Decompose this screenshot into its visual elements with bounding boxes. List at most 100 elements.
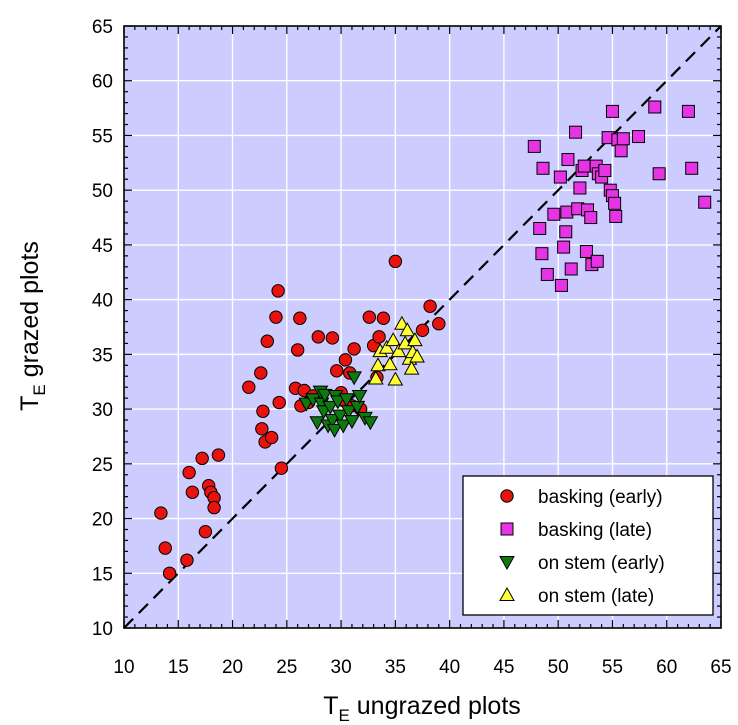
x-tick-label: 30 (331, 657, 352, 678)
point-basking-late (698, 195, 712, 209)
x-axis-title-rest: ungrazed plots (350, 692, 521, 720)
point-basking-early (185, 485, 200, 499)
x-tick-label: 35 (385, 657, 406, 678)
point-basking-early (158, 541, 172, 555)
legend-label-basking-late: basking (late) (538, 520, 652, 541)
point-basking-late (564, 262, 578, 276)
y-axis-title: TE grazed plots (16, 241, 49, 411)
point-basking-early (290, 343, 305, 357)
point-basking-late (577, 159, 591, 173)
y-tick-label: 40 (92, 291, 113, 312)
point-basking-late (579, 244, 593, 258)
point-on-stem-early (346, 371, 362, 386)
point-basking-early (211, 448, 226, 462)
point-basking-late (536, 161, 550, 175)
point-on-stem-late (403, 360, 420, 375)
point-basking-late (609, 209, 623, 223)
point-basking-early (325, 331, 340, 345)
legend-label-basking-early: basking (early) (538, 487, 663, 508)
point-basking-late (681, 104, 695, 118)
legend-marker-on-stem-late (499, 586, 515, 601)
point-basking-early (415, 323, 430, 337)
point-basking-late (559, 225, 573, 239)
point-on-stem-early (324, 414, 341, 429)
point-basking-late (652, 167, 666, 181)
x-tick-label: 45 (493, 657, 514, 678)
series-on-stem-late (367, 315, 425, 386)
point-basking-late (535, 247, 549, 261)
y-axis-title-rest: grazed plots (16, 241, 44, 384)
point-on-stem-early (349, 400, 366, 415)
point-basking-early (423, 299, 437, 313)
x-tick-label: 40 (439, 657, 460, 678)
point-on-stem-late (370, 357, 386, 372)
point-on-stem-late (382, 356, 398, 371)
point-on-stem-early (351, 389, 368, 404)
y-tick-label: 60 (92, 72, 113, 93)
y-tick-label: 45 (92, 236, 113, 257)
point-on-stem-late (409, 348, 425, 363)
point-basking-late (553, 170, 567, 184)
point-basking-early (260, 334, 274, 348)
y-axis-title-subscript: E (30, 384, 49, 395)
legend: basking (early) basking (late) on stem (ea… (462, 475, 714, 616)
x-tick-labels: 10 15 20 25 30 35 40 45 50 55 60 65 (113, 657, 731, 678)
point-basking-late (584, 211, 598, 225)
y-tick-label: 30 (92, 400, 113, 421)
y-tick-label: 50 (92, 181, 113, 202)
point-basking-early (182, 465, 196, 480)
point-basking-late (590, 254, 604, 268)
point-on-stem-late (407, 332, 423, 347)
point-basking-early (269, 310, 283, 324)
point-basking-late (632, 130, 646, 144)
point-on-stem-early (344, 415, 360, 430)
point-basking-early (432, 317, 446, 331)
point-basking-late (554, 278, 568, 292)
point-basking-late (533, 221, 547, 235)
x-tick-label: 55 (602, 657, 623, 678)
point-on-stem-early (316, 388, 333, 403)
legend-label-on-stem-early: on stem (early) (538, 553, 665, 574)
y-tick-label: 25 (92, 455, 113, 476)
point-basking-late (569, 125, 583, 139)
x-tick-label: 65 (710, 657, 731, 678)
point-basking-late (608, 196, 622, 210)
x-tick-label: 15 (168, 657, 189, 678)
point-basking-late (648, 100, 662, 114)
point-on-stem-late (378, 339, 395, 354)
point-basking-early (254, 366, 268, 380)
point-basking-early (362, 310, 377, 324)
y-tick-label: 20 (92, 510, 113, 531)
y-tick-label: 55 (92, 126, 113, 147)
point-basking-early (330, 364, 344, 378)
point-basking-early (293, 311, 307, 325)
point-on-stem-early (332, 409, 348, 424)
plot-frame (123, 25, 722, 629)
legend-label-on-stem-late: on stem (late) (538, 586, 654, 607)
x-tick-label: 10 (113, 657, 134, 678)
point-basking-late (557, 240, 571, 254)
x-axis-title-subscript: E (338, 706, 349, 725)
x-tick-label: 20 (222, 657, 243, 678)
point-basking-early (154, 506, 168, 520)
x-tick-label: 50 (548, 657, 569, 678)
point-basking-early (195, 451, 209, 466)
point-basking-early (338, 353, 353, 367)
point-basking-early (198, 524, 213, 539)
y-tick-label: 15 (92, 564, 113, 585)
point-basking-late (560, 205, 574, 219)
point-basking-early (162, 566, 177, 580)
point-basking-early (388, 254, 403, 269)
x-tick-label: 60 (656, 657, 677, 678)
point-on-stem-late (399, 322, 416, 337)
point-on-stem-late (390, 343, 407, 358)
point-on-stem-late (387, 371, 404, 386)
point-basking-early (376, 311, 391, 325)
x-axis-title: TE ungrazed plots (323, 692, 521, 725)
point-basking-early (372, 330, 386, 344)
point-basking-late (605, 104, 619, 118)
point-basking-early (271, 284, 285, 298)
legend-marker-basking-late (500, 522, 514, 536)
point-on-stem-early (362, 416, 379, 431)
